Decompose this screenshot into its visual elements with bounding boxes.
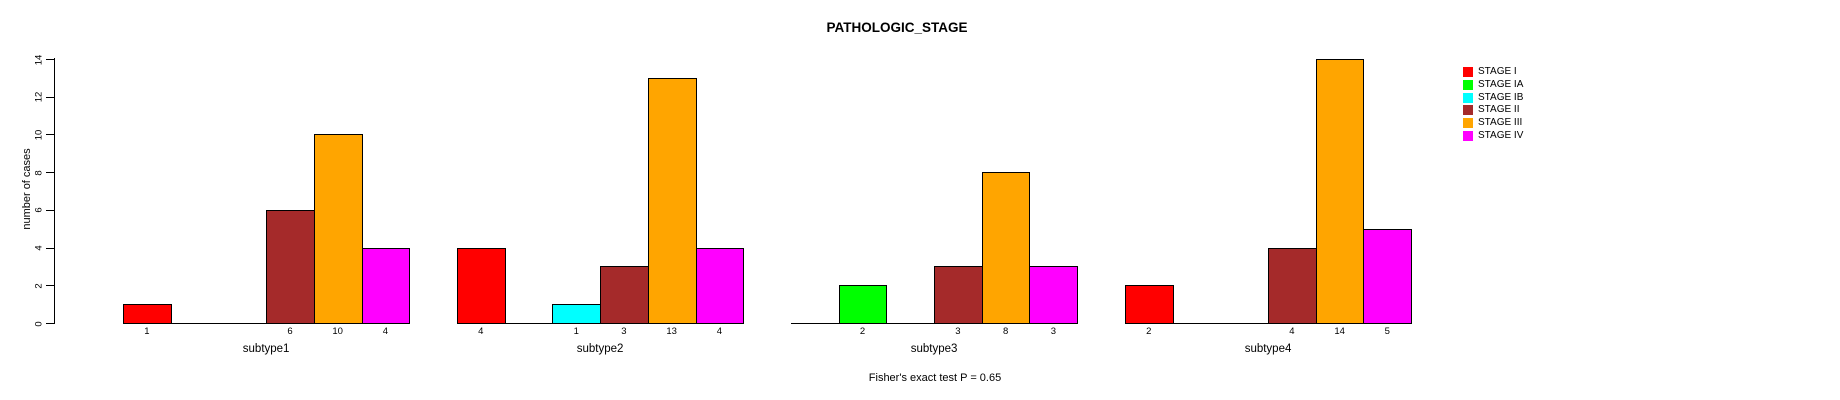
bar-value-label: 13 — [666, 326, 677, 337]
legend-item: STAGE I — [1463, 66, 1523, 79]
bar-value-label: 14 — [1334, 326, 1345, 337]
zero-bar-segment — [790, 323, 840, 324]
bar-value-label: 4 — [382, 326, 389, 337]
bar — [1315, 59, 1365, 324]
legend-label: STAGE I — [1478, 66, 1517, 78]
bar-value-label: 10 — [332, 326, 343, 337]
legend-label: STAGE II — [1478, 104, 1520, 116]
bar — [600, 266, 649, 324]
legend-swatch — [1463, 105, 1473, 116]
bar — [456, 247, 506, 324]
y-tick-label: 4 — [33, 245, 45, 251]
zero-bar-segment — [1220, 323, 1270, 324]
y-tick-label: 6 — [33, 207, 45, 213]
bar — [981, 172, 1031, 324]
zero-bar-segment — [504, 323, 554, 324]
y-tick-mark — [46, 209, 54, 211]
bar — [838, 285, 888, 324]
bar — [552, 304, 602, 324]
group-label: subtype4 — [1244, 343, 1292, 355]
zero-bar-segment — [218, 323, 268, 324]
y-tick-mark — [46, 59, 54, 60]
y-tick-label: 0 — [33, 320, 45, 327]
bar-value-label: 4 — [1289, 326, 1295, 337]
group-label: subtype3 — [910, 343, 958, 355]
bar — [1124, 285, 1174, 324]
bar — [695, 247, 745, 324]
legend-swatch — [1463, 118, 1473, 129]
legend-label: STAGE III — [1478, 117, 1523, 129]
bar — [266, 209, 315, 324]
y-tick-mark — [46, 285, 54, 287]
legend-label: STAGE IB — [1478, 91, 1524, 103]
bar-value-label: 2 — [1146, 326, 1152, 337]
zero-bar-segment — [886, 323, 936, 324]
bar — [361, 247, 411, 324]
legend-swatch — [1463, 67, 1473, 78]
bar — [313, 134, 363, 324]
legend-swatch — [1463, 92, 1473, 103]
bar — [1029, 266, 1079, 324]
bar — [1268, 247, 1317, 324]
bar-value-label: 6 — [287, 326, 293, 337]
legend: STAGE I STAGE IA STAGE IB STAGE II STAGE III… — [1463, 66, 1523, 142]
zero-bar-segment — [1172, 323, 1222, 324]
chart-footer: Fisher's exact test P = 0.65 — [868, 372, 1002, 384]
y-axis-line — [54, 58, 55, 324]
bar-value-label: 2 — [859, 326, 866, 337]
legend-label: STAGE IA — [1478, 79, 1524, 91]
legend-label: STAGE IV — [1478, 129, 1524, 141]
bar-value-label: 3 — [955, 326, 961, 337]
bar — [123, 304, 172, 324]
group-label: subtype1 — [242, 343, 290, 355]
y-tick-label: 2 — [33, 283, 45, 289]
bar-value-label: 4 — [716, 326, 723, 337]
bar — [934, 266, 983, 324]
y-tick-mark — [46, 172, 54, 174]
legend-swatch — [1463, 130, 1473, 141]
bar — [1363, 228, 1413, 324]
y-tick-label: 8 — [33, 169, 45, 176]
y-tick-mark — [46, 96, 54, 98]
legend-item: STAGE IB — [1463, 91, 1523, 104]
bar-value-label: 5 — [1384, 326, 1390, 337]
legend-item: STAGE IA — [1463, 79, 1523, 92]
bar-value-label: 3 — [1050, 326, 1056, 337]
legend-item: STAGE IV — [1463, 129, 1523, 142]
bar-value-label: 3 — [621, 326, 627, 337]
y-tick-mark — [46, 323, 54, 324]
y-tick-mark — [46, 247, 54, 249]
y-tick-label: 12 — [33, 91, 45, 103]
legend-swatch — [1463, 80, 1473, 91]
y-tick-label: 10 — [33, 129, 45, 141]
bar-value-label: 1 — [573, 326, 579, 337]
chart-title: PATHOLOGIC_STAGE — [826, 20, 968, 35]
bar-value-label: 8 — [1002, 326, 1009, 337]
group-label: subtype2 — [576, 343, 624, 355]
bar-value-label: 4 — [478, 326, 484, 337]
bar — [647, 77, 697, 324]
y-tick-label: 14 — [33, 54, 45, 65]
zero-bar-segment — [170, 323, 220, 324]
bar-value-label: 1 — [144, 326, 150, 337]
y-tick-mark — [46, 134, 54, 136]
legend-item: STAGE III — [1463, 117, 1523, 130]
y-axis-title: number of cases — [21, 148, 33, 230]
legend-item: STAGE II — [1463, 104, 1523, 117]
